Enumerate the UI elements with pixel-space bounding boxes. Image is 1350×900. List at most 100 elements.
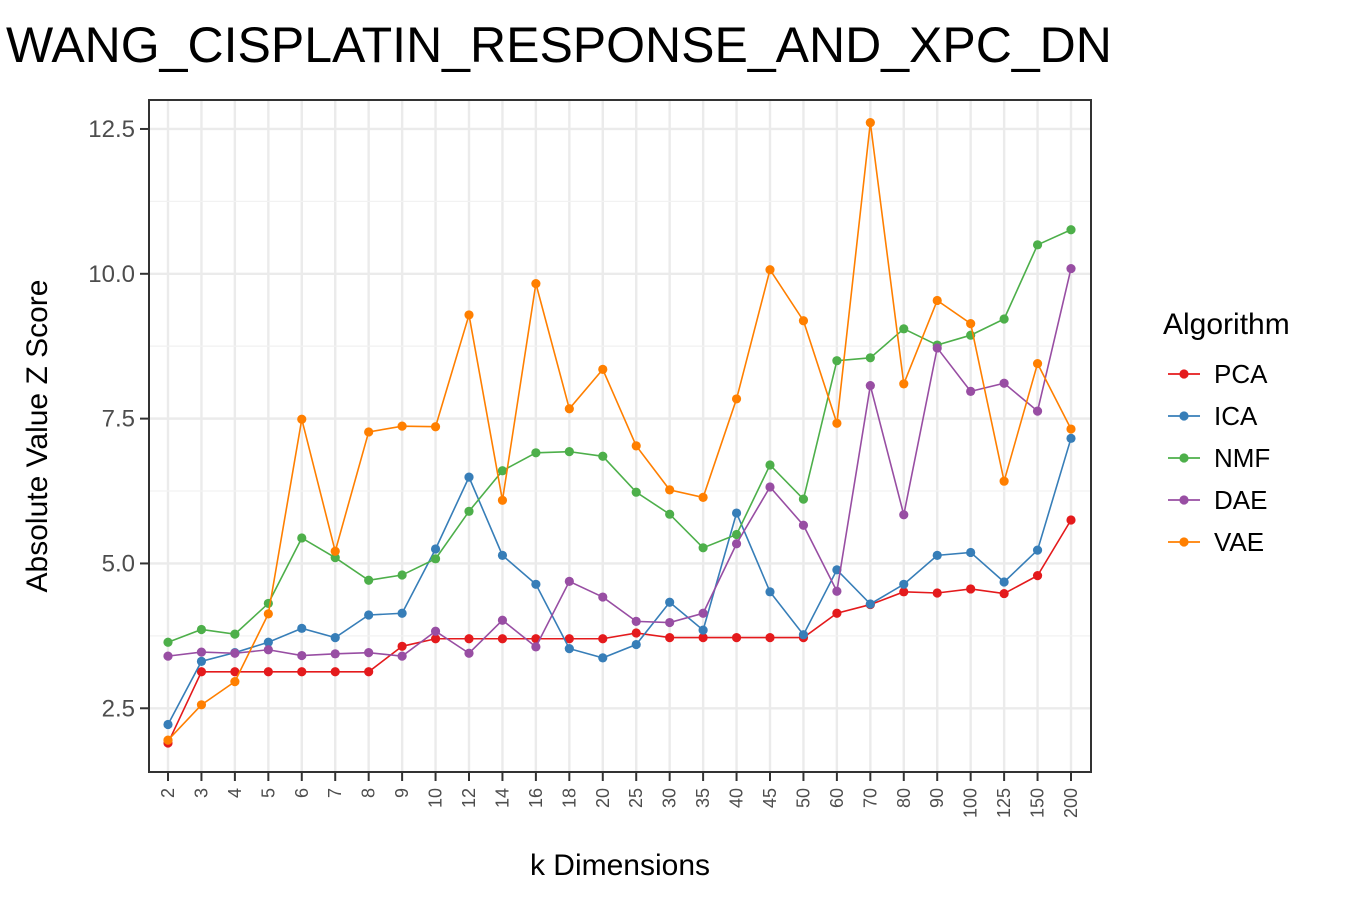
data-point: [230, 648, 240, 658]
data-point: [364, 427, 374, 437]
legend-label: PCA: [1214, 359, 1268, 389]
legend-label: ICA: [1214, 401, 1258, 431]
data-point: [297, 623, 307, 633]
data-point: [196, 624, 207, 635]
legend-item-ica: ICA: [1168, 401, 1258, 431]
data-point: [1032, 571, 1043, 581]
series-dae: [163, 263, 1076, 661]
y-axis-title: Absolute Value Z Score: [21, 280, 54, 593]
data-point: [932, 550, 942, 560]
x-tick-label: 7: [325, 788, 345, 798]
data-point: [698, 608, 708, 618]
series-line: [167, 519, 1072, 744]
data-point: [497, 615, 508, 625]
data-point: [631, 616, 641, 626]
data-point: [899, 579, 909, 589]
data-point: [698, 492, 708, 503]
data-point: [330, 667, 340, 677]
data-point: [899, 324, 909, 334]
data-point: [196, 667, 207, 677]
data-point: [163, 651, 173, 661]
data-point: [430, 554, 441, 564]
legend-item-pca: PCA: [1168, 359, 1268, 389]
data-point: [832, 418, 842, 428]
axes: 2.55.07.510.012.52 3 4 5 6 7 8 9 10 12 14 16 18 20 25 3…: [88, 116, 1081, 818]
data-point: [865, 381, 875, 391]
data-point: [497, 466, 508, 476]
data-point: [564, 576, 574, 587]
data-point: [531, 279, 541, 289]
legend-label: VAE: [1214, 527, 1264, 557]
x-tick-label: 80: [894, 788, 914, 808]
data-point: [731, 394, 742, 404]
data-point: [297, 414, 307, 424]
x-tick-label: 2: [158, 788, 178, 798]
data-point: [865, 117, 875, 128]
legend-title: Algorithm: [1163, 308, 1290, 341]
data-point: [899, 587, 909, 597]
data-point: [731, 529, 742, 540]
y-tick-label: 12.5: [88, 116, 135, 143]
data-point: [263, 598, 273, 609]
data-point: [364, 610, 374, 620]
data-point: [464, 310, 474, 320]
x-tick-label: 30: [660, 788, 680, 808]
data-point: [1066, 424, 1076, 434]
data-point: [966, 319, 976, 329]
data-point: [430, 626, 441, 636]
data-point: [665, 509, 675, 519]
data-point: [832, 356, 842, 366]
legend-key-point: [1179, 537, 1189, 547]
plot-panel-border: [148, 99, 1092, 773]
data-point: [564, 644, 574, 654]
data-point: [163, 719, 173, 730]
x-tick-label: 20: [593, 788, 613, 808]
data-point: [330, 546, 340, 556]
data-point: [196, 656, 207, 666]
legend-label: DAE: [1214, 485, 1267, 515]
data-point: [1066, 433, 1076, 443]
legend-label: NMF: [1214, 443, 1270, 473]
data-point: [665, 617, 675, 628]
x-tick-label: 25: [626, 788, 646, 808]
x-tick-label: 14: [492, 788, 512, 808]
legend-key-point: [1179, 369, 1189, 379]
data-point: [1066, 263, 1076, 274]
data-point: [598, 653, 608, 663]
data-point: [798, 630, 809, 640]
data-point: [397, 570, 407, 580]
data-point: [899, 510, 909, 520]
series-line: [167, 438, 1072, 725]
data-point: [1032, 406, 1043, 416]
data-point: [564, 447, 574, 457]
data-point: [966, 584, 976, 594]
data-point: [497, 495, 508, 505]
data-point: [1032, 545, 1043, 555]
data-point: [832, 565, 842, 575]
data-point: [665, 633, 675, 643]
data-point: [731, 508, 742, 518]
data-point: [631, 639, 641, 650]
data-point: [765, 587, 775, 597]
data-point: [230, 677, 240, 687]
data-point: [966, 386, 976, 396]
series-vae: [163, 117, 1076, 745]
series-line: [167, 122, 1072, 741]
x-tick-label: 16: [526, 788, 546, 808]
data-point: [263, 667, 273, 677]
series-line: [167, 268, 1072, 657]
data-point: [531, 642, 541, 652]
x-tick-label: 4: [225, 788, 245, 798]
data-point: [196, 700, 207, 710]
data-point: [1032, 358, 1043, 369]
data-point: [297, 533, 307, 543]
x-tick-label: 35: [693, 788, 713, 808]
data-point: [698, 633, 708, 643]
data-point: [932, 343, 942, 353]
data-point: [598, 634, 608, 644]
data-point: [464, 648, 474, 658]
data-point: [330, 553, 340, 563]
y-tick-label: 2.5: [102, 695, 135, 722]
data-point: [999, 314, 1009, 324]
data-point: [1032, 240, 1043, 250]
